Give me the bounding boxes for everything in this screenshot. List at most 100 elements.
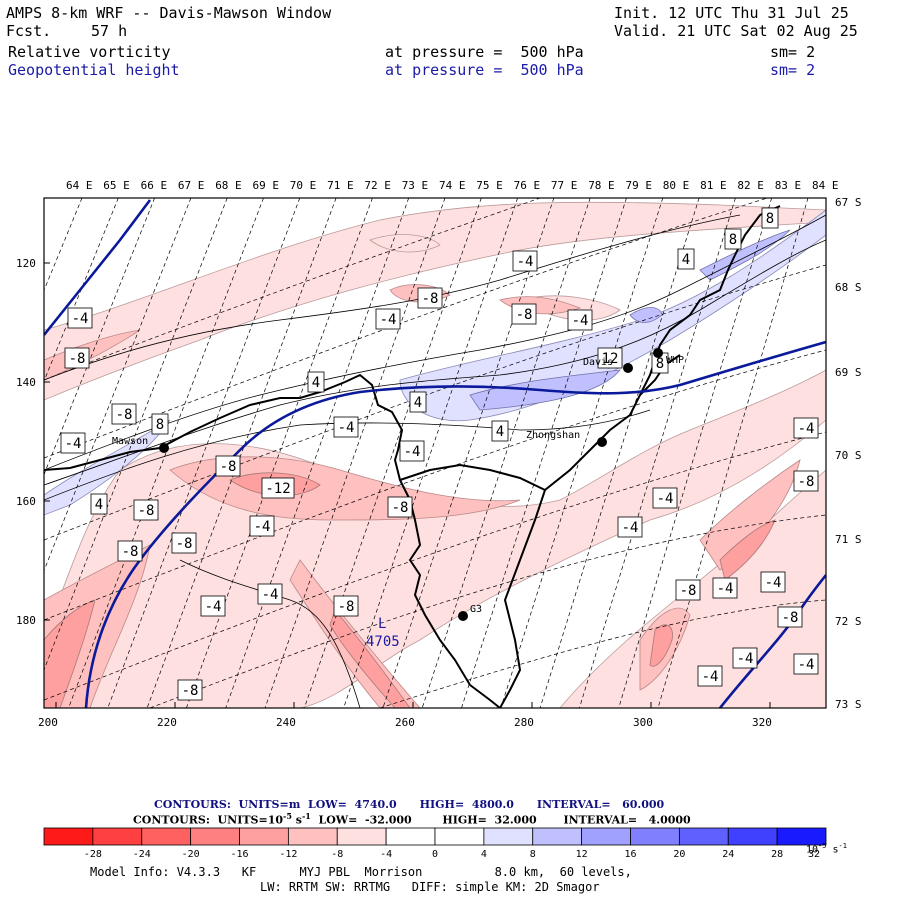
svg-text:-4: -4: [72, 311, 89, 327]
svg-text:-4: -4: [205, 599, 222, 615]
x-grid-ticks: 200 220 240 260 280 300 320: [38, 702, 772, 729]
contour-label: -4: [712, 577, 738, 599]
contour-label: -4: [257, 583, 283, 605]
meridian-line: [44, 198, 83, 292]
contour-label: 4: [409, 391, 427, 413]
svg-text:4: 4: [414, 395, 422, 411]
low-center-marker: L: [378, 616, 386, 632]
svg-text:-8: -8: [782, 610, 799, 626]
contour-label: -8: [171, 532, 197, 554]
svg-text:-8: -8: [122, 544, 139, 560]
svg-text:8: 8: [656, 356, 664, 372]
longitude-label: 83 E: [775, 179, 802, 192]
colorbar-label: 20: [673, 849, 685, 860]
meridian-lines: [44, 198, 809, 708]
vort-units-exp: -5: [283, 811, 292, 821]
meridian-line: [264, 198, 446, 708]
contour-label: 12: [597, 347, 623, 369]
svg-text:-4: -4: [262, 587, 279, 603]
station-label-davis: Davis: [583, 357, 613, 368]
longitude-label: 72 E: [364, 179, 391, 192]
svg-text:-4: -4: [572, 313, 589, 329]
colorbar-swatch: [581, 827, 631, 846]
contour-label: 8: [724, 228, 742, 250]
contour-label: -4: [793, 653, 819, 675]
longitude-label: 74 E: [439, 179, 466, 192]
latitude-label: 67 S: [835, 196, 862, 209]
contour-label: 8: [761, 207, 779, 229]
colorbar-label: 28: [771, 849, 783, 860]
field1-pressure: at pressure = 500 hPa: [385, 43, 584, 61]
coastline: [44, 205, 781, 708]
meridian-line: [421, 198, 591, 708]
colorbar-swatch: [336, 827, 387, 846]
latitude-label: 72 S: [835, 615, 862, 628]
valid-time: Valid. 21 UTC Sat 02 Aug 25: [614, 22, 858, 40]
longitude-label: 71 E: [327, 179, 354, 192]
colorbar-swatch: [532, 827, 583, 846]
station-label-mawson: Mawson: [112, 436, 148, 447]
contour-label: 8: [651, 352, 669, 374]
parallel-lines: [44, 198, 826, 708]
vort-units-exp2: -1: [301, 811, 311, 821]
vorticity-contour-info: CONTOURS: UNITS=10-5 s-1 LOW= -32.000 HI…: [133, 811, 691, 827]
contour-label: -8: [417, 287, 443, 309]
longitude-label: 79 E: [626, 179, 653, 192]
svg-text:-4: -4: [380, 312, 397, 328]
contour-value-labels: -4 -8 -8 -4 8 4 -8 -8 -8 -4 -4 -8 -12 -4 -8 -8 4 -4 4 -4 -8 -…: [60, 207, 819, 701]
latitude-labels: 67 S 68 S 69 S 70 S 71 S 72 S 73 S: [835, 196, 862, 711]
colorbar-swatch: [141, 827, 192, 846]
y-tick-label: 140: [16, 376, 36, 389]
low-center-value: 4705: [366, 634, 400, 650]
meridian-line: [343, 198, 518, 708]
colorbar: -28 -24 -20 -16 -12 -8 -4 0 4 8 12 16 20 24 28 32: [43, 827, 827, 860]
colorbar-label: -12: [279, 849, 297, 860]
colorbar-swatch: [678, 827, 729, 846]
x-tick-label: 200: [38, 716, 58, 729]
svg-text:-4: -4: [798, 421, 815, 437]
svg-text:-12: -12: [265, 481, 290, 497]
meridian-line: [461, 198, 627, 708]
contour-label: -8: [675, 579, 701, 601]
map-plot-area: L 4705 -4 -8 -8 -4 8 4 -8 -8 -8 -4 -4 -8 -12 -4 -8 -8 4 -…: [44, 198, 826, 708]
field1-smoothing: sm= 2: [770, 43, 816, 61]
meridian-line: [303, 198, 482, 708]
colorbar-swatch: [92, 827, 143, 846]
colorbar-label: 4: [481, 849, 487, 860]
contour-label: -8: [511, 303, 537, 325]
station-label-g3: G3: [470, 604, 482, 615]
svg-text:-8: -8: [680, 583, 697, 599]
contour-label: -4: [399, 440, 425, 462]
colorbar-swatch: [483, 827, 534, 846]
colorbar-swatch: [190, 827, 240, 846]
contour-label: 4: [90, 493, 108, 515]
svg-text:-4: -4: [622, 520, 639, 536]
longitude-label: 82 E: [737, 179, 764, 192]
contour-label: -8: [64, 347, 90, 369]
station-label-whp: WHP: [666, 355, 684, 366]
y-grid-ticks: 120 140 160 180: [16, 257, 50, 627]
svg-text:8: 8: [729, 232, 737, 248]
field2-pressure: at pressure = 500 hPa: [385, 61, 584, 79]
meridian-line: [68, 198, 264, 708]
x-tick-label: 260: [395, 716, 415, 729]
svg-text:-8: -8: [516, 307, 533, 323]
contour-label: -8: [777, 606, 803, 628]
longitude-label: 78 E: [588, 179, 615, 192]
contour-label: -4: [60, 432, 86, 454]
svg-text:-8: -8: [422, 291, 439, 307]
colorbar-label: -20: [182, 849, 200, 860]
longitude-labels: 64 E 65 E 66 E 67 E 68 E 69 E 70 E 71 E 72 E 73 E…: [66, 179, 839, 192]
svg-text:-8: -8: [116, 407, 133, 423]
colorbar-label: 0: [432, 849, 438, 860]
colorbar-label: 32: [808, 849, 820, 860]
vort-units-base: CONTOURS: UNITS=10: [133, 813, 284, 827]
forecast-hour: 57 h: [91, 22, 128, 40]
latitude-label: 68 S: [835, 281, 862, 294]
station-label-zhongshan: Zhongshan: [526, 430, 580, 441]
station-dot-mawson: [159, 443, 169, 453]
colorbar-units-base: 10: [806, 844, 819, 856]
model-info-line1: Model Info: V4.3.3 KF MYJ PBL Morrison 8…: [90, 865, 632, 879]
field2-smoothing: sm= 2: [770, 61, 816, 79]
meridian-line: [579, 198, 736, 708]
